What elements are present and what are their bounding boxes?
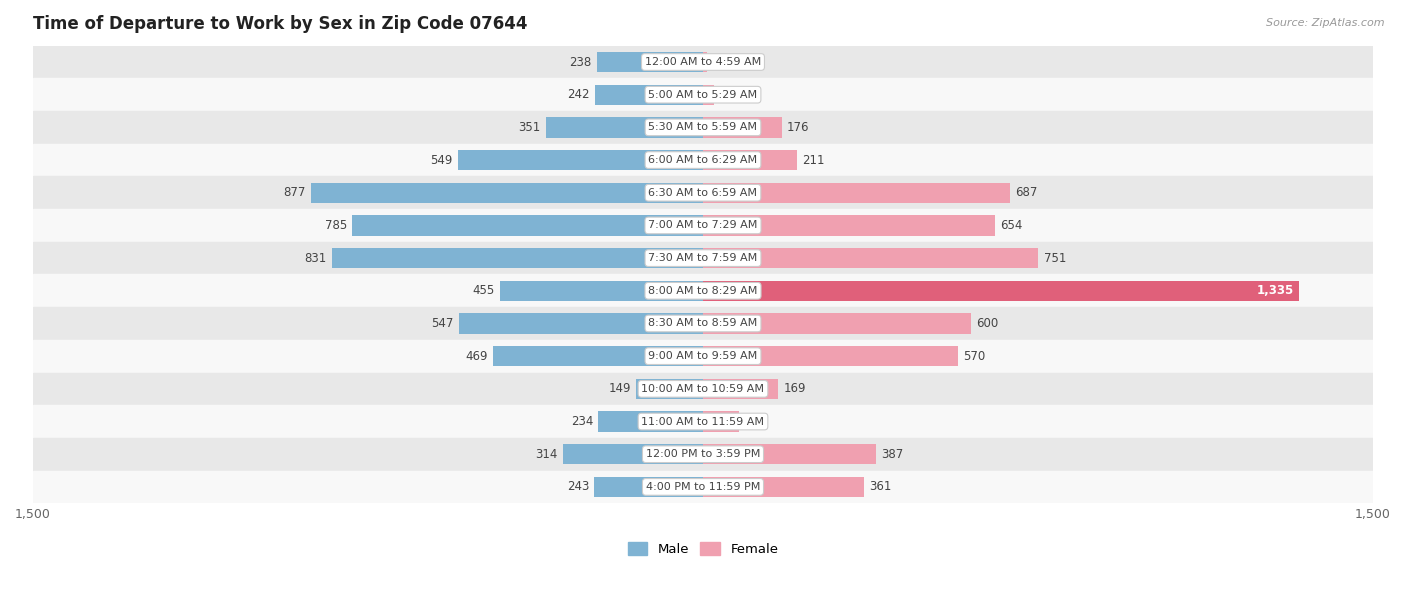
Text: 169: 169 [785,383,807,395]
Text: 6:00 AM to 6:29 AM: 6:00 AM to 6:29 AM [648,155,758,165]
Bar [32,307,1374,340]
Bar [32,438,1374,471]
Text: 243: 243 [567,480,589,493]
Bar [353,215,703,236]
Bar [703,411,740,431]
Text: 238: 238 [569,55,592,68]
Bar [311,183,703,203]
Text: 361: 361 [870,480,891,493]
Text: 1,335: 1,335 [1257,284,1294,298]
Bar [32,372,1374,405]
Bar [562,444,703,464]
Bar [596,52,703,72]
Text: 687: 687 [1015,186,1038,199]
Text: 5:30 AM to 5:59 AM: 5:30 AM to 5:59 AM [648,123,758,132]
Bar [32,144,1374,176]
Bar [703,52,707,72]
Text: 8: 8 [711,55,720,68]
Text: 12:00 AM to 4:59 AM: 12:00 AM to 4:59 AM [645,57,761,67]
Bar [32,471,1374,503]
Bar [32,209,1374,242]
Bar [32,79,1374,111]
Text: 7:00 AM to 7:29 AM: 7:00 AM to 7:29 AM [648,220,758,230]
Text: 570: 570 [963,350,986,363]
Bar [458,314,703,334]
Bar [32,274,1374,307]
Text: 242: 242 [567,88,589,101]
Bar [32,111,1374,144]
Text: 4:00 PM to 11:59 PM: 4:00 PM to 11:59 PM [645,482,761,492]
Text: 176: 176 [787,121,810,134]
Text: 455: 455 [472,284,495,298]
Legend: Male, Female: Male, Female [627,542,779,556]
Text: 8:30 AM to 8:59 AM: 8:30 AM to 8:59 AM [648,318,758,328]
Bar [332,248,703,268]
Bar [546,117,703,137]
Text: 877: 877 [284,186,307,199]
Text: 10:00 AM to 10:59 AM: 10:00 AM to 10:59 AM [641,384,765,394]
Bar [599,411,703,431]
Text: 387: 387 [882,447,904,461]
Text: Time of Departure to Work by Sex in Zip Code 07644: Time of Departure to Work by Sex in Zip … [32,15,527,33]
Bar [637,378,703,399]
Bar [703,117,782,137]
Text: 351: 351 [519,121,541,134]
Bar [703,248,1039,268]
Text: 751: 751 [1043,252,1066,265]
Text: 11:00 AM to 11:59 AM: 11:00 AM to 11:59 AM [641,416,765,427]
Bar [32,340,1374,372]
Bar [595,84,703,105]
Bar [703,378,779,399]
Text: 12:00 PM to 3:59 PM: 12:00 PM to 3:59 PM [645,449,761,459]
Text: 211: 211 [803,154,825,167]
Bar [703,477,865,497]
Text: 785: 785 [325,219,347,232]
Text: 549: 549 [430,154,453,167]
Bar [703,183,1010,203]
Text: 831: 831 [304,252,326,265]
Bar [499,281,703,301]
Bar [494,346,703,367]
Bar [32,176,1374,209]
Text: 81: 81 [745,415,759,428]
Bar [458,150,703,170]
Bar [703,281,1299,301]
Text: Source: ZipAtlas.com: Source: ZipAtlas.com [1267,18,1385,28]
Text: 654: 654 [1001,219,1024,232]
Bar [32,46,1374,79]
Text: 5:00 AM to 5:29 AM: 5:00 AM to 5:29 AM [648,90,758,100]
Text: 9:00 AM to 9:59 AM: 9:00 AM to 9:59 AM [648,351,758,361]
Bar [595,477,703,497]
Bar [703,444,876,464]
Bar [703,314,972,334]
Bar [32,405,1374,438]
Bar [32,242,1374,274]
Bar [703,150,797,170]
Text: 149: 149 [609,383,631,395]
Bar [703,84,714,105]
Text: 24: 24 [718,88,734,101]
Text: 234: 234 [571,415,593,428]
Text: 469: 469 [465,350,488,363]
Text: 314: 314 [536,447,557,461]
Bar [703,215,995,236]
Text: 8:00 AM to 8:29 AM: 8:00 AM to 8:29 AM [648,286,758,296]
Bar [703,346,957,367]
Text: 547: 547 [430,317,453,330]
Text: 600: 600 [976,317,998,330]
Text: 6:30 AM to 6:59 AM: 6:30 AM to 6:59 AM [648,188,758,198]
Text: 7:30 AM to 7:59 AM: 7:30 AM to 7:59 AM [648,253,758,263]
